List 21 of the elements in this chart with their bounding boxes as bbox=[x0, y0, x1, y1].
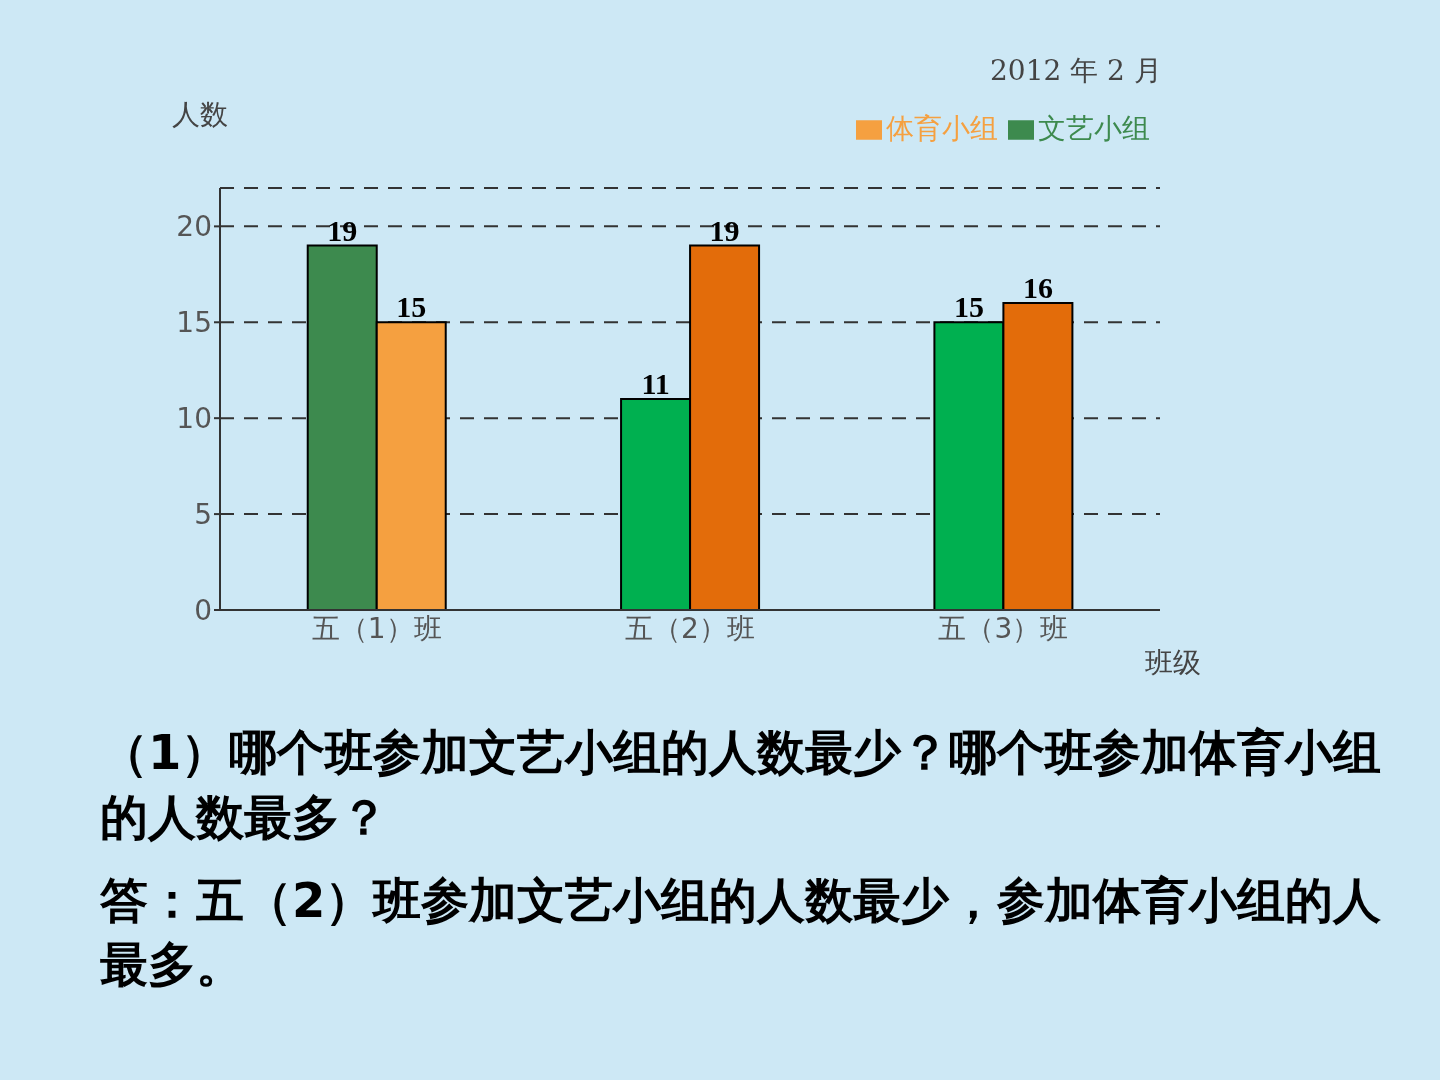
data-label: 16 bbox=[1022, 271, 1053, 305]
data-label: 15 bbox=[396, 290, 427, 324]
text: （1）哪个班参加文艺小组的人数最少？哪个班参加体育小组的人数最多？ bbox=[100, 723, 1383, 847]
data-label: 19 bbox=[327, 213, 358, 247]
data-label: 19 bbox=[709, 213, 740, 247]
y-tick-label: 10 bbox=[176, 402, 212, 436]
x-tick-label: 五（3）班 bbox=[938, 611, 1069, 645]
text: 答：五（2）班参加文艺小组的人数最少，参加体育小组的人最多。 bbox=[100, 870, 1383, 995]
y-tick-label: 5 bbox=[194, 498, 212, 532]
y-axis-title: 人数 bbox=[172, 97, 228, 133]
x-tick-label: 五（1）班 bbox=[311, 611, 442, 645]
chart-subtitle: 2012 年 2 月 bbox=[990, 53, 1162, 89]
legend-label: 文艺小组 bbox=[1038, 112, 1150, 145]
x-tick-label: 五（2）班 bbox=[625, 611, 755, 645]
data-label: 11 bbox=[641, 367, 670, 400]
x-axis-title: 班级 bbox=[1145, 645, 1201, 681]
y-tick-label: 15 bbox=[176, 306, 212, 340]
y-tick-label: 20 bbox=[176, 210, 212, 244]
legend-label: 体育小组 bbox=[886, 112, 998, 145]
data-label: 15 bbox=[953, 290, 984, 324]
y-tick-label: 0 bbox=[194, 593, 212, 627]
